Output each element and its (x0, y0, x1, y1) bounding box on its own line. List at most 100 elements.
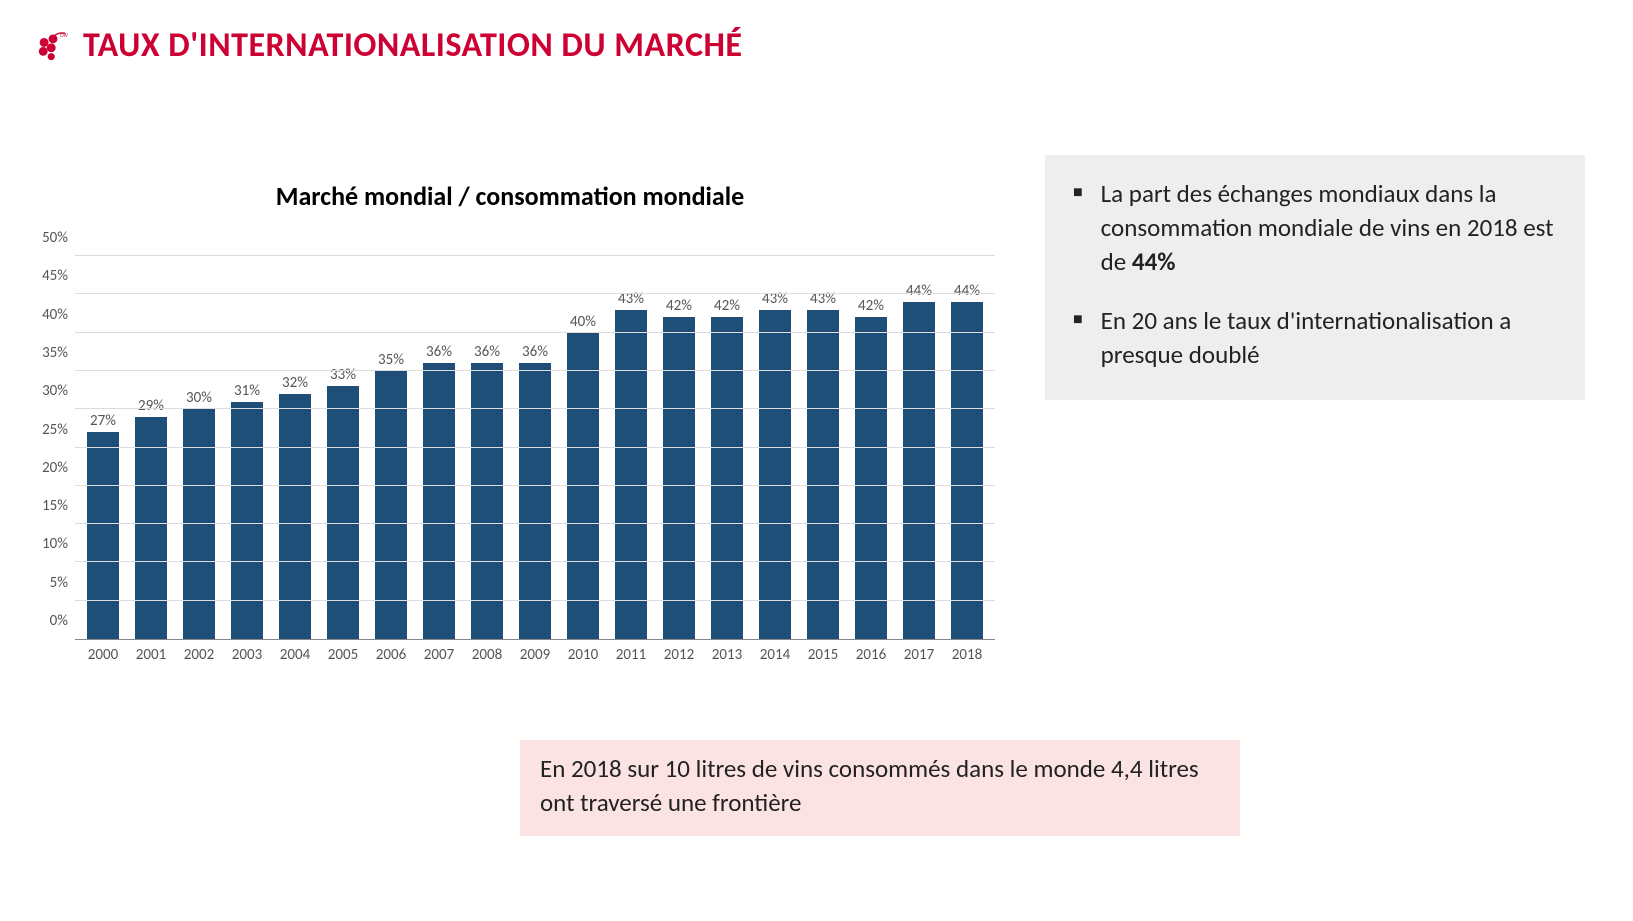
chart-bar (855, 317, 888, 639)
chart-bar (903, 302, 936, 639)
chart-xtick: 2012 (664, 646, 694, 664)
svg-text:OIV: OIV (60, 33, 69, 39)
sidebar-bullet: ■La part des échanges mondiaux dans la c… (1073, 177, 1557, 278)
chart-bar (135, 417, 168, 639)
chart-ytick: 20% (20, 459, 68, 477)
chart-xtick: 2004 (280, 646, 310, 664)
chart-bar-value-label: 27% (90, 412, 116, 430)
chart-gridline (75, 255, 995, 256)
chart-bar-value-label: 42% (666, 297, 692, 315)
chart-gridline (75, 561, 995, 562)
chart-bar-value-label: 44% (954, 282, 980, 300)
chart-bar-slot: 36%2009 (511, 256, 559, 639)
chart-bar-slot: 43%2014 (751, 256, 799, 639)
chart-xtick: 2013 (712, 646, 742, 664)
chart-bar-value-label: 29% (138, 397, 164, 415)
chart-ytick: 40% (20, 306, 68, 324)
chart-bar-slot: 32%2004 (271, 256, 319, 639)
chart-xtick: 2000 (88, 646, 118, 664)
bullet-icon: ■ (1073, 304, 1083, 372)
chart-bar-slot: 29%2001 (127, 256, 175, 639)
chart-gridline (75, 293, 995, 294)
chart-xtick: 2005 (328, 646, 358, 664)
chart-ytick: 45% (20, 267, 68, 285)
chart-bar-slot: 42%2012 (655, 256, 703, 639)
footnote-box: En 2018 sur 10 litres de vins consommés … (520, 740, 1240, 836)
chart-xtick: 2006 (376, 646, 406, 664)
chart-bar-slot: 35%2006 (367, 256, 415, 639)
chart-xtick: 2016 (856, 646, 886, 664)
chart-bar (327, 386, 360, 639)
bullet-text: La part des échanges mondiaux dans la co… (1101, 177, 1557, 278)
footnote-text: En 2018 sur 10 litres de vins consommés … (540, 753, 1199, 818)
chart-xtick: 2014 (760, 646, 790, 664)
grape-logo-icon: OIV (35, 30, 71, 62)
chart-bar-slot: 43%2015 (799, 256, 847, 639)
chart-bar-value-label: 36% (522, 343, 548, 361)
chart-bar-slot: 27%2000 (79, 256, 127, 639)
chart-ytick: 25% (20, 421, 68, 439)
chart-xtick: 2011 (616, 646, 646, 664)
chart-bar (423, 363, 456, 639)
chart-bar-slot: 44%2017 (895, 256, 943, 639)
chart-xtick: 2003 (232, 646, 262, 664)
chart-plot-area: 27%200029%200130%200231%200332%200433%20… (75, 256, 995, 640)
chart-xtick: 2007 (424, 646, 454, 664)
chart-bar-slot: 43%2011 (607, 256, 655, 639)
chart-ytick: 0% (20, 612, 68, 630)
sidebar-bullet: ■ En 20 ans le taux d'internationalisatio… (1073, 304, 1557, 372)
chart-bar-slot: 36%2007 (415, 256, 463, 639)
chart-bar (663, 317, 696, 639)
chart-ytick: 35% (20, 344, 68, 362)
bullet-text: En 20 ans le taux d'internationalisation… (1101, 304, 1557, 372)
chart-bar-value-label: 35% (378, 351, 404, 369)
chart-xtick: 2009 (520, 646, 550, 664)
chart-bar (807, 310, 840, 639)
chart-gridline (75, 332, 995, 333)
bar-chart: Marché mondial / consommation mondiale 2… (20, 190, 1000, 670)
bullet-icon: ■ (1073, 177, 1083, 278)
chart-bar (615, 310, 648, 639)
chart-bar-slot: 44%2018 (943, 256, 991, 639)
chart-xtick: 2002 (184, 646, 214, 664)
chart-title: Marché mondial / consommation mondiale (20, 180, 1000, 212)
chart-bar-slot: 30%2002 (175, 256, 223, 639)
chart-xtick: 2010 (568, 646, 598, 664)
chart-bar-value-label: 30% (186, 389, 212, 407)
chart-bar-slot: 40%2010 (559, 256, 607, 639)
chart-bar-value-label: 36% (474, 343, 500, 361)
chart-bar-value-label: 31% (234, 382, 260, 400)
chart-bar (759, 310, 792, 639)
chart-xtick: 2001 (136, 646, 166, 664)
chart-xtick: 2008 (472, 646, 502, 664)
chart-gridline (75, 370, 995, 371)
slide-header: OIV TAUX D'INTERNATIONALISATION DU MARCH… (35, 25, 743, 66)
chart-xtick: 2017 (904, 646, 934, 664)
slide-title: TAUX D'INTERNATIONALISATION DU MARCHÉ (83, 25, 743, 66)
chart-gridline (75, 408, 995, 409)
chart-ytick: 50% (20, 229, 68, 247)
chart-bar-slot: 42%2013 (703, 256, 751, 639)
chart-xtick: 2015 (808, 646, 838, 664)
chart-xtick: 2018 (952, 646, 982, 664)
sidebar-box: ■La part des échanges mondiaux dans la c… (1045, 155, 1585, 400)
chart-ytick: 5% (20, 574, 68, 592)
chart-bar-value-label: 36% (426, 343, 452, 361)
chart-gridline (75, 523, 995, 524)
chart-gridline (75, 485, 995, 486)
chart-bar (279, 394, 312, 639)
chart-bar (711, 317, 744, 639)
chart-bar (951, 302, 984, 639)
chart-bar-slot: 36%2008 (463, 256, 511, 639)
chart-bar-slot: 31%2003 (223, 256, 271, 639)
chart-bar-value-label: 42% (858, 297, 884, 315)
chart-ytick: 10% (20, 535, 68, 553)
chart-bar-slot: 42%2016 (847, 256, 895, 639)
chart-bar-value-label: 42% (714, 297, 740, 315)
chart-gridline (75, 447, 995, 448)
chart-bars-container: 27%200029%200130%200231%200332%200433%20… (75, 256, 995, 639)
chart-bar (471, 363, 504, 639)
chart-bar (519, 363, 552, 639)
chart-bar (87, 432, 120, 639)
chart-bar-value-label: 40% (570, 313, 596, 331)
